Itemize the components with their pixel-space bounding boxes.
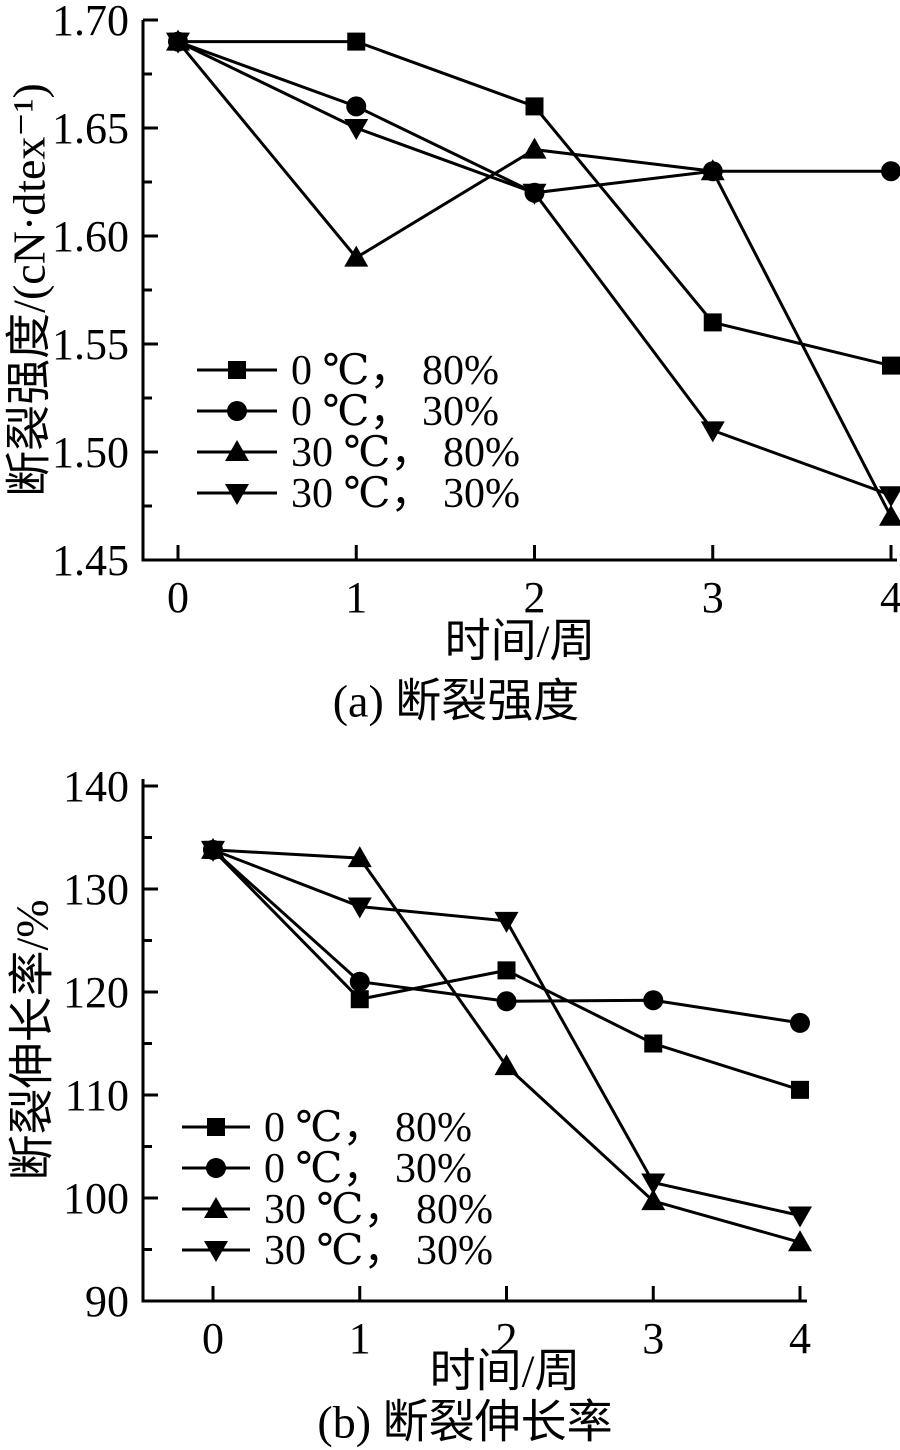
marker-square bbox=[525, 97, 544, 116]
marker-triangle-down bbox=[225, 484, 249, 505]
legend-label-b: 0 ℃， 30% bbox=[264, 1146, 472, 1192]
x-tick-label-b: 1 bbox=[349, 1314, 371, 1363]
marker-square bbox=[644, 1034, 663, 1053]
x-tick-label-a: 3 bbox=[702, 573, 724, 622]
y-tick-label-b: 120 bbox=[63, 968, 129, 1017]
marker-triangle-down bbox=[204, 1241, 228, 1262]
marker-square bbox=[497, 961, 516, 980]
marker-triangle-up bbox=[700, 159, 725, 181]
marker-triangle-down bbox=[347, 897, 372, 919]
y-tick-label-a: 1.65 bbox=[52, 104, 129, 153]
legend-label-a: 0 ℃， 30% bbox=[291, 389, 499, 435]
marker-triangle-down bbox=[700, 421, 725, 443]
marker-circle bbox=[227, 401, 247, 421]
x-tick-label-b: 0 bbox=[202, 1314, 224, 1363]
marker-triangle-up bbox=[879, 504, 900, 526]
marker-square bbox=[703, 313, 722, 332]
marker-circle bbox=[790, 1012, 810, 1033]
y-tick-label-a: 1.70 bbox=[52, 0, 129, 45]
marker-square bbox=[347, 32, 366, 51]
x-axis-label-b-text: 时间/周 bbox=[429, 1345, 581, 1397]
marker-triangle-down bbox=[788, 1206, 812, 1228]
marker-triangle-down bbox=[201, 840, 225, 862]
marker-triangle-down bbox=[494, 911, 519, 933]
marker-square bbox=[350, 990, 369, 1009]
marker-square bbox=[882, 356, 900, 375]
y-tick-label-a: 1.50 bbox=[52, 428, 129, 477]
x-tick-label-b: 3 bbox=[642, 1314, 664, 1363]
legend-label-a: 30 ℃， 80% bbox=[291, 430, 520, 476]
x-tick-label-a: 4 bbox=[880, 573, 900, 622]
x-tick-label-b: 4 bbox=[789, 1314, 811, 1363]
caption-a-text: (a) 断裂强度 bbox=[332, 675, 580, 727]
marker-triangle-up bbox=[225, 440, 249, 461]
marker-triangle-down bbox=[879, 486, 900, 508]
caption-b-text: (b) 断裂伸长率 bbox=[317, 1396, 613, 1448]
y-tick-label-b: 130 bbox=[63, 865, 129, 914]
x-axis-label-a-text: 时间/周 bbox=[444, 615, 596, 667]
marker-circle bbox=[643, 990, 664, 1011]
marker-triangle-up bbox=[204, 1197, 228, 1218]
x-tick-label-b: 2 bbox=[496, 1314, 518, 1363]
y-tick-label-a: 1.55 bbox=[52, 320, 129, 369]
y-tick-label-b: 100 bbox=[63, 1174, 129, 1223]
marker-square bbox=[228, 361, 246, 379]
y-axis-label-a-text: 断裂强度/(cN·dtex⁻¹) bbox=[3, 83, 55, 497]
marker-circle bbox=[881, 161, 900, 182]
x-tick-label-a: 2 bbox=[524, 573, 546, 622]
marker-triangle-up bbox=[494, 1054, 519, 1076]
x-tick-label-a: 0 bbox=[167, 573, 189, 622]
marker-circle bbox=[206, 1158, 226, 1178]
marker-triangle-up bbox=[641, 1189, 666, 1211]
marker-triangle-up bbox=[344, 245, 369, 267]
x-tick-label-a: 1 bbox=[345, 573, 367, 622]
legend-label-a: 30 ℃， 30% bbox=[291, 471, 520, 517]
legend-label-a: 0 ℃， 80% bbox=[291, 348, 499, 394]
y-tick-label-b: 90 bbox=[85, 1277, 129, 1326]
legend-label-b: 0 ℃， 80% bbox=[264, 1105, 472, 1151]
marker-triangle-up bbox=[788, 1230, 812, 1252]
marker-square bbox=[207, 1118, 225, 1136]
legend-label-b: 30 ℃， 80% bbox=[264, 1187, 493, 1233]
marker-triangle-down bbox=[641, 1173, 666, 1195]
y-tick-label-b: 140 bbox=[63, 762, 129, 811]
y-tick-label-a: 1.60 bbox=[52, 212, 129, 261]
y-axis-label-b-text: 断裂伸长率/% bbox=[6, 899, 58, 1181]
marker-triangle-up bbox=[522, 137, 547, 159]
marker-triangle-down bbox=[344, 119, 369, 140]
y-tick-label-b: 110 bbox=[65, 1071, 129, 1120]
y-tick-label-a: 1.45 bbox=[52, 536, 129, 585]
marker-circle bbox=[346, 96, 367, 117]
marker-triangle-down bbox=[166, 32, 190, 54]
marker-triangle-up bbox=[347, 846, 372, 868]
marker-triangle-down bbox=[522, 183, 547, 205]
marker-square bbox=[791, 1080, 809, 1099]
marker-circle bbox=[349, 971, 370, 992]
marker-circle bbox=[496, 991, 517, 1012]
legend-label-b: 30 ℃， 30% bbox=[264, 1228, 493, 1274]
